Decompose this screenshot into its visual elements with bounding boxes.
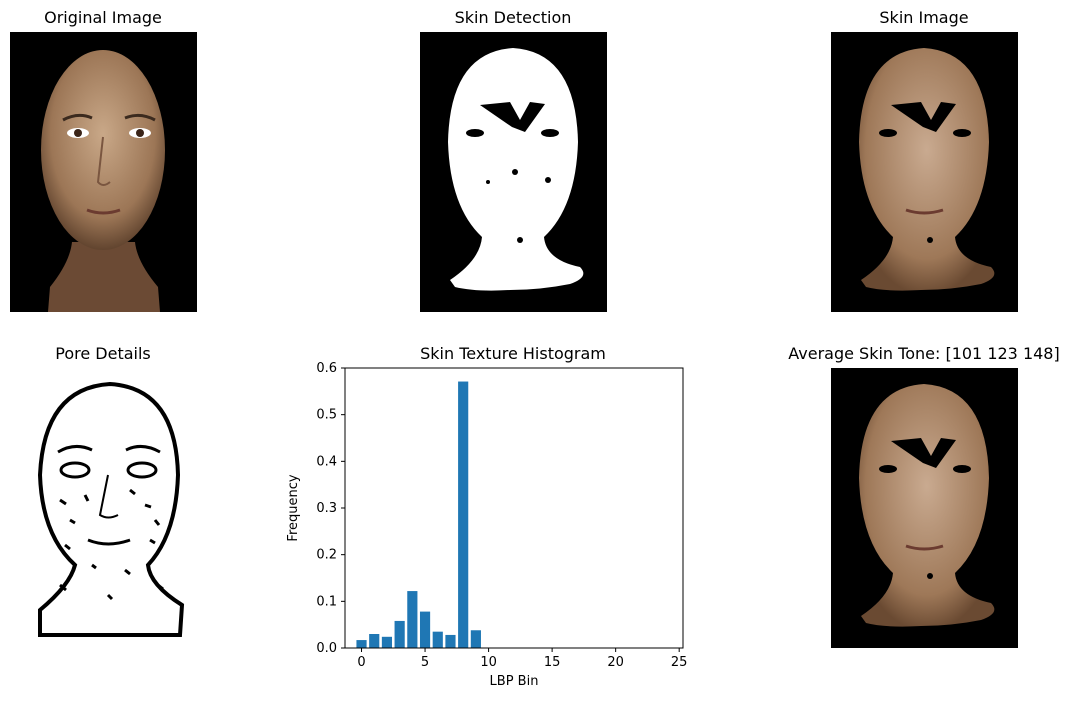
histogram-bar-5 [419, 611, 431, 648]
x-tick-label: 5 [421, 655, 429, 670]
y-tick-label: 0.4 [316, 454, 337, 469]
y-tick-label: 0.5 [316, 408, 337, 423]
pore-details-image [30, 380, 188, 640]
skin-detection-image [420, 32, 607, 312]
histogram-bar-3 [394, 620, 405, 648]
x-axis-ticks: 0 5 10 15 20 25 [357, 648, 687, 670]
pore-details-title: Pore Details [55, 344, 151, 363]
sketch-right-eye-icon [126, 461, 158, 479]
y-tick-label: 0.0 [316, 641, 337, 656]
y-axis-ticks: 0.0 0.1 0.2 0.3 0.4 0.5 0.6 [316, 361, 345, 656]
y-tick-label: 0.6 [316, 361, 337, 376]
y-tick-label: 0.1 [316, 594, 337, 609]
histogram-bar-9 [470, 630, 481, 648]
x-tick-label: 25 [671, 655, 688, 670]
histogram-bar-1 [369, 634, 380, 648]
neck-shape [48, 242, 160, 312]
average-skin-tone-title: Average Skin Tone: [101 123 148] [788, 344, 1060, 363]
pore-sketch-graphic [37, 381, 185, 637]
x-tick-label: 20 [607, 655, 624, 670]
histogram-chart: 0 5 10 15 20 25 0.0 0.1 0.2 0.3 0.4 0.5 0.6 LBP Bin… [286, 361, 687, 689]
histogram-title: Skin Texture Histogram [420, 344, 606, 363]
axes-frame [344, 367, 684, 649]
y-axis-label: Frequency [286, 474, 301, 541]
face-shape [41, 50, 165, 250]
histogram-bar-4 [407, 591, 418, 648]
sketch-left-eye-icon [59, 461, 91, 479]
y-tick-label: 0.2 [316, 548, 337, 563]
x-tick-label: 10 [480, 655, 497, 670]
y-tick-label: 0.3 [316, 501, 337, 516]
skin-face-graphic [859, 48, 995, 291]
average-face-graphic [859, 384, 995, 627]
histogram-bar-6 [432, 631, 443, 648]
skin-mask-graphic [448, 48, 584, 291]
average-skin-tone-image [831, 368, 1018, 648]
histogram-bars [356, 381, 481, 648]
histogram-bar-7 [445, 634, 456, 648]
original-image [10, 32, 197, 312]
skin-detection-title: Skin Detection [454, 8, 572, 27]
x-axis-label: LBP Bin [490, 674, 539, 689]
x-tick-label: 0 [357, 655, 365, 670]
x-tick-label: 15 [544, 655, 561, 670]
mouth-icon [86, 208, 121, 215]
original-face-graphic [41, 50, 165, 312]
histogram-bar-2 [381, 636, 393, 648]
skin-image [831, 32, 1018, 312]
histogram-bar-8 [458, 381, 469, 648]
skin-image-title: Skin Image [879, 8, 969, 27]
original-image-title: Original Image [44, 8, 162, 27]
histogram-bar-0 [356, 640, 367, 648]
